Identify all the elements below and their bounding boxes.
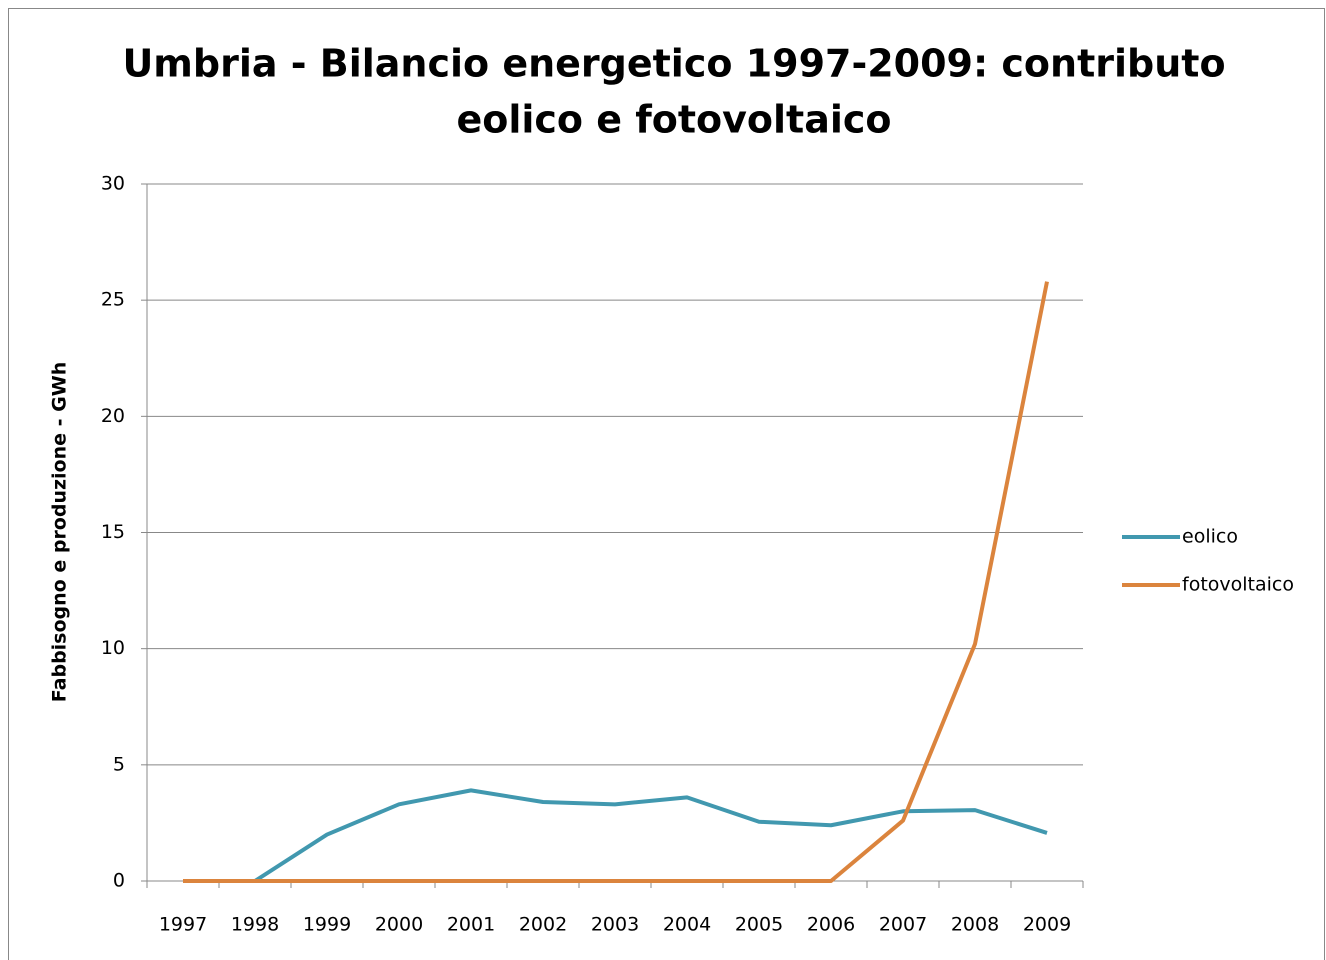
chart-border <box>8 8 1325 960</box>
legend-label: fotovoltaico <box>1182 574 1294 596</box>
legend-label: eolico <box>1182 526 1238 548</box>
chart-title: Umbria - Bilancio energetico 1997-2009: … <box>122 42 1225 86</box>
x-tick-label: 2000 <box>375 914 423 936</box>
x-tick-label: 2009 <box>1023 914 1071 936</box>
line-series <box>183 788 1048 883</box>
x-tick-label: 2003 <box>591 914 639 936</box>
x-tick-label: 2008 <box>951 914 999 936</box>
y-axis-label: Fabbisogno e produzione - GWh <box>49 362 71 702</box>
x-tick-label: 2002 <box>519 914 567 936</box>
x-tick-label: 2005 <box>735 914 783 936</box>
y-tick-label: 15 <box>101 521 125 543</box>
y-tick-label: 30 <box>101 173 125 195</box>
x-tick-label: 1998 <box>231 914 279 936</box>
x-tick-label: 2006 <box>807 914 855 936</box>
x-tick-label: 1997 <box>159 914 207 936</box>
x-tick-label: 2001 <box>447 914 495 936</box>
x-tick-label: 1999 <box>303 914 351 936</box>
x-tick-label: 2007 <box>879 914 927 936</box>
line-series <box>183 281 1049 883</box>
y-tick-label: 10 <box>101 637 125 659</box>
y-tick-label: 0 <box>113 870 125 892</box>
chart-title: eolico e fotovoltaico <box>456 98 891 142</box>
y-tick-label: 25 <box>101 289 125 311</box>
y-tick-label: 5 <box>113 753 125 775</box>
x-tick-label: 2004 <box>663 914 711 936</box>
y-tick-label: 20 <box>101 405 125 427</box>
